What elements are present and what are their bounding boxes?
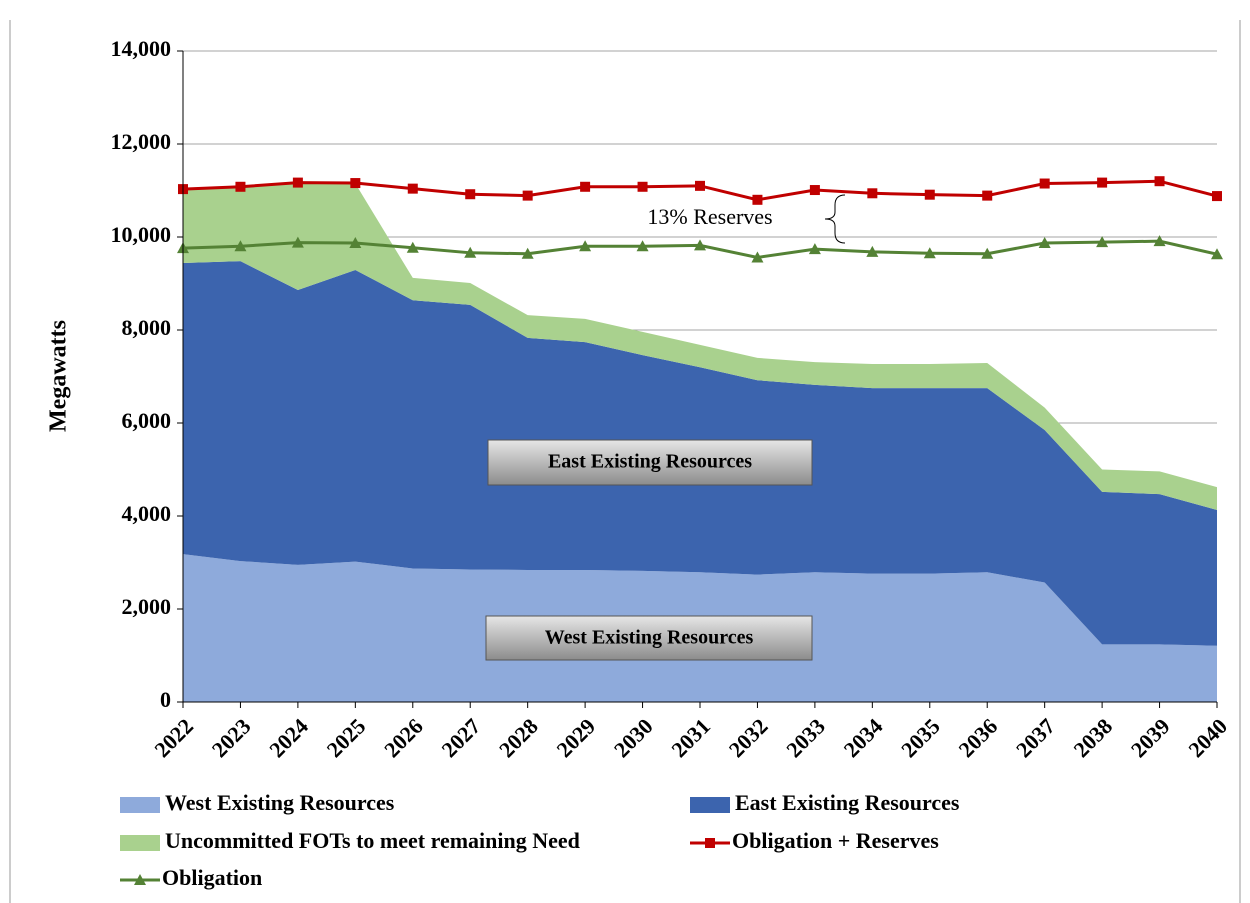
x-tick-label: 2037 [1011, 713, 1060, 762]
x-tick-label: 2036 [954, 713, 1003, 762]
marker [982, 190, 993, 201]
y-tick-label: 4,000 [122, 501, 172, 526]
marker [234, 240, 247, 252]
x-tick-label: 2027 [437, 713, 486, 762]
x-tick-label: 2039 [1126, 713, 1175, 762]
marker [521, 247, 534, 259]
marker [291, 236, 304, 248]
marker [636, 240, 649, 252]
x-tick-label: 2024 [264, 713, 313, 762]
marker [464, 246, 477, 258]
marker [406, 241, 419, 253]
marker [694, 239, 706, 251]
marker [1153, 235, 1166, 247]
marker [866, 245, 879, 257]
marker [1097, 177, 1108, 188]
legend-swatch [120, 797, 160, 813]
legend: West Existing Resources East Existing Res… [120, 790, 960, 890]
annotation: West Existing Resources [545, 627, 754, 649]
x-tick-label: 2032 [724, 713, 773, 762]
marker [235, 181, 246, 192]
marker [1154, 176, 1165, 187]
area [183, 183, 1217, 510]
marker [465, 189, 476, 200]
legend-label: West Existing Resources [165, 790, 395, 815]
reserves-brace [824, 194, 846, 244]
x-tick-label: 2034 [839, 713, 888, 762]
marker [924, 189, 935, 200]
y-tick-label: 14,000 [111, 36, 172, 61]
legend-label: East Existing Resources [735, 790, 960, 815]
marker [752, 194, 763, 205]
marker [1211, 248, 1223, 260]
legend-label: Uncommitted FOTs to meet remaining Need [165, 828, 580, 853]
marker [522, 190, 533, 201]
legend-swatch [690, 797, 730, 813]
marker [923, 247, 936, 259]
marker [407, 183, 418, 194]
marker [292, 177, 303, 188]
marker [349, 237, 362, 249]
annotation-box [487, 439, 813, 486]
legend-label: Obligation + Reserves [732, 828, 939, 853]
x-tick-label: 2026 [379, 713, 428, 762]
legend-marker [705, 838, 715, 848]
annotation: East Existing Resources [548, 451, 752, 473]
marker [1212, 191, 1222, 202]
marker [981, 247, 994, 259]
x-tick-label: 2038 [1068, 713, 1117, 762]
marker [867, 188, 878, 199]
legend-marker [134, 874, 146, 885]
x-tick-label: 2040 [1183, 713, 1232, 762]
marker [1096, 236, 1109, 248]
annotation: 13% Reserves [647, 204, 772, 229]
marker [1039, 178, 1050, 189]
marker [637, 181, 648, 192]
legend-swatch [120, 835, 160, 851]
y-axis-label: Megawatts [46, 320, 72, 432]
x-tick-label: 2031 [666, 713, 715, 762]
legend-label: Obligation [162, 865, 262, 890]
y-tick-label: 6,000 [122, 408, 172, 433]
y-tick-label: 10,000 [111, 222, 172, 247]
x-tick-label: 2022 [149, 713, 198, 762]
x-tick-label: 2029 [551, 713, 600, 762]
x-tick-label: 2033 [781, 713, 830, 762]
marker [695, 180, 705, 191]
annotation-box [485, 615, 813, 661]
y-tick-label: 8,000 [122, 315, 172, 340]
x-tick-label: 2028 [494, 713, 543, 762]
marker [350, 178, 361, 189]
marker [751, 251, 764, 263]
x-tick-label: 2025 [322, 713, 371, 762]
x-tick-label: 2023 [207, 713, 256, 762]
marker [1038, 237, 1051, 249]
y-tick-label: 12,000 [111, 129, 172, 154]
x-tick-label: 2035 [896, 713, 945, 762]
y-tick-label: 2,000 [122, 594, 172, 619]
y-tick-label: 0 [160, 687, 171, 712]
marker [579, 240, 592, 252]
marker [808, 243, 821, 255]
marker [580, 181, 591, 192]
marker [809, 185, 820, 196]
x-tick-label: 2030 [609, 713, 658, 762]
